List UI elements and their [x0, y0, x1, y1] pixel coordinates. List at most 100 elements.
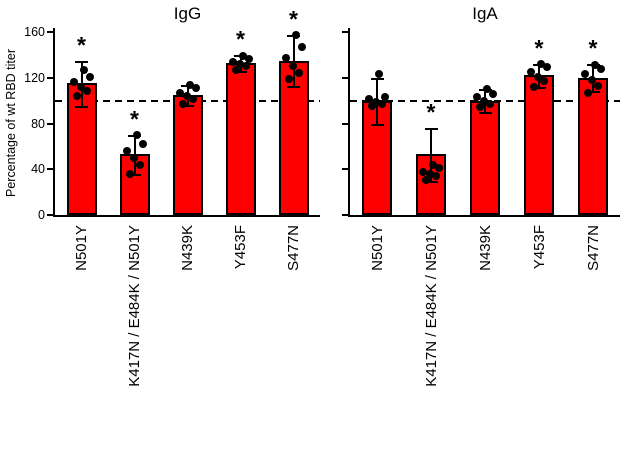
chart-title: IgA — [472, 4, 498, 23]
bar — [172, 94, 203, 215]
y-tick — [342, 168, 348, 171]
bar — [578, 77, 608, 215]
data-point — [540, 77, 548, 86]
data-point — [291, 31, 300, 40]
category-label: N501Y — [368, 225, 386, 271]
y-tick — [342, 76, 348, 79]
data-point — [537, 60, 545, 69]
data-point — [368, 102, 376, 111]
data-point — [486, 100, 494, 109]
data-point — [594, 81, 602, 90]
data-point — [294, 69, 303, 78]
data-point — [581, 70, 589, 79]
data-point — [378, 100, 386, 109]
data-point — [476, 103, 484, 112]
data-point — [76, 82, 85, 91]
data-point — [191, 84, 200, 93]
data-point — [483, 85, 491, 94]
y-tick-label: 80 — [31, 116, 45, 131]
data-point — [372, 97, 380, 106]
data-point — [288, 62, 297, 71]
y-tick-label: 0 — [38, 208, 45, 222]
bar — [524, 75, 554, 215]
y-tick — [47, 31, 53, 33]
data-point — [534, 72, 542, 81]
data-point — [182, 92, 191, 101]
error-bar-cap-bottom — [424, 180, 438, 183]
category-label: N439K — [476, 225, 494, 271]
significance-asterisk: * — [77, 31, 86, 58]
data-point — [125, 169, 134, 178]
error-bar-cap-bottom — [75, 106, 88, 109]
significance-asterisk: * — [534, 35, 544, 62]
data-point — [132, 130, 141, 139]
category-label: K417N / E484K / N501Y — [422, 225, 440, 387]
category-label: K417N / E484K / N501Y — [126, 225, 143, 387]
data-point — [82, 87, 91, 96]
significance-asterisk: * — [130, 105, 139, 132]
data-point — [530, 82, 538, 91]
y-tick-label: 120 — [24, 70, 45, 85]
category-label: N439K — [179, 225, 196, 271]
x-axis — [348, 215, 620, 217]
significance-asterisk: * — [588, 35, 598, 62]
data-point — [588, 76, 596, 85]
data-point — [480, 96, 488, 105]
data-point — [435, 164, 443, 173]
data-point — [241, 62, 250, 71]
category-label: S477N — [285, 225, 302, 271]
y-tick — [342, 122, 348, 125]
data-point — [381, 93, 389, 102]
error-bar-cap-bottom — [181, 105, 194, 108]
data-point — [432, 172, 440, 181]
data-point — [129, 153, 138, 162]
category-label: N501Y — [73, 225, 90, 271]
data-point — [185, 80, 194, 89]
y-axis — [53, 28, 55, 217]
data-point — [426, 169, 434, 178]
significance-asterisk: * — [426, 99, 436, 126]
error-bar-cap-bottom — [128, 173, 141, 176]
category-label: Y453F — [530, 225, 548, 270]
y-tick-label: 40 — [31, 162, 45, 177]
data-point — [238, 52, 247, 61]
error-bar-cap-bottom — [370, 123, 384, 126]
error-bar-cap-bottom — [532, 86, 546, 89]
data-point — [365, 95, 373, 104]
data-point — [231, 65, 240, 74]
y-tick — [47, 214, 53, 216]
significance-asterisk: * — [236, 25, 245, 52]
data-point — [597, 64, 605, 73]
error-bar-cap-top — [370, 77, 384, 80]
y-tick — [342, 31, 348, 33]
y-tick — [47, 168, 53, 171]
category-label: S477N — [584, 225, 602, 271]
data-point — [527, 68, 535, 77]
y-tick — [47, 122, 53, 125]
y-tick — [47, 76, 53, 79]
bar — [470, 100, 500, 215]
bar — [66, 83, 97, 215]
data-point — [72, 92, 81, 101]
data-point — [543, 63, 551, 72]
data-point — [228, 57, 237, 66]
data-point — [429, 160, 437, 169]
data-point — [69, 78, 78, 87]
x-axis — [53, 215, 320, 217]
data-point — [473, 93, 481, 102]
bar — [225, 62, 256, 215]
data-point — [281, 54, 290, 63]
data-point — [175, 88, 184, 97]
data-point — [122, 146, 131, 155]
error-bar-cap-top — [75, 60, 88, 63]
data-point — [297, 42, 306, 51]
error-bar-cap-bottom — [234, 70, 247, 73]
data-point — [135, 160, 144, 169]
y-tick-label: 160 — [24, 25, 45, 39]
error-bar-cap-bottom — [287, 85, 300, 88]
data-point — [79, 65, 88, 74]
data-point — [85, 72, 94, 81]
error-bar-cap-bottom — [478, 112, 492, 115]
error-bar-line — [430, 128, 432, 181]
